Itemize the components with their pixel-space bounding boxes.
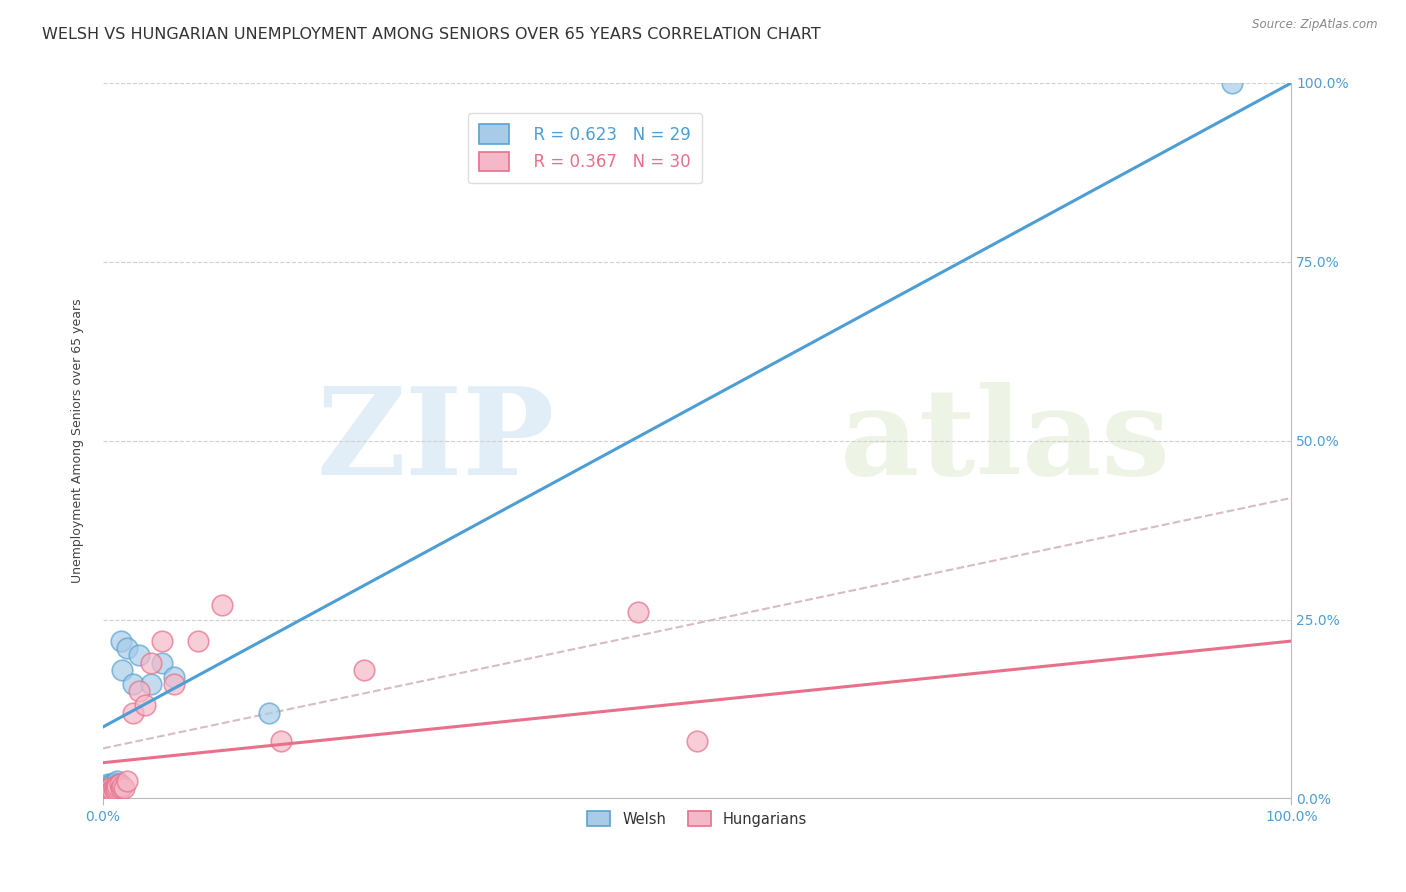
Point xyxy=(1220,76,1243,90)
Point xyxy=(270,734,292,748)
Point xyxy=(96,783,118,797)
Point xyxy=(96,786,118,800)
Point xyxy=(110,634,132,648)
Point xyxy=(97,780,120,795)
Point xyxy=(93,786,115,800)
Point xyxy=(103,780,125,795)
Point xyxy=(134,698,156,713)
Point xyxy=(104,776,127,790)
Point xyxy=(115,641,138,656)
Point xyxy=(96,786,118,800)
Point xyxy=(97,784,120,798)
Point xyxy=(111,663,134,677)
Point xyxy=(353,663,375,677)
Point xyxy=(94,784,117,798)
Point xyxy=(98,780,121,795)
Point xyxy=(97,779,120,793)
Point xyxy=(97,783,120,797)
Point xyxy=(105,773,128,788)
Point xyxy=(128,648,150,663)
Point xyxy=(259,706,281,720)
Point xyxy=(101,783,124,797)
Y-axis label: Unemployment Among Seniors over 65 years: Unemployment Among Seniors over 65 years xyxy=(72,299,84,583)
Point xyxy=(94,783,117,797)
Point xyxy=(100,784,122,798)
Point xyxy=(128,684,150,698)
Point xyxy=(104,783,127,797)
Point xyxy=(112,780,135,795)
Point xyxy=(211,599,233,613)
Point xyxy=(121,677,143,691)
Point xyxy=(100,777,122,791)
Point xyxy=(97,784,120,798)
Legend: Welsh, Hungarians: Welsh, Hungarians xyxy=(579,805,814,834)
Point xyxy=(627,606,650,620)
Point xyxy=(110,780,132,795)
Point xyxy=(152,656,174,670)
Point xyxy=(139,677,162,691)
Point xyxy=(105,777,128,791)
Point xyxy=(121,706,143,720)
Point xyxy=(163,670,186,684)
Point xyxy=(187,634,209,648)
Point xyxy=(163,677,186,691)
Text: atlas: atlas xyxy=(839,382,1170,500)
Point xyxy=(93,786,115,800)
Point xyxy=(115,773,138,788)
Point xyxy=(100,780,122,795)
Text: WELSH VS HUNGARIAN UNEMPLOYMENT AMONG SENIORS OVER 65 YEARS CORRELATION CHART: WELSH VS HUNGARIAN UNEMPLOYMENT AMONG SE… xyxy=(42,27,821,42)
Point xyxy=(105,779,128,793)
Point xyxy=(107,777,129,791)
Point xyxy=(94,784,117,798)
Text: Source: ZipAtlas.com: Source: ZipAtlas.com xyxy=(1253,18,1378,31)
Point xyxy=(101,777,124,791)
Point xyxy=(139,656,162,670)
Point xyxy=(105,780,128,795)
Point xyxy=(686,734,709,748)
Point xyxy=(152,634,174,648)
Point xyxy=(97,777,120,791)
Point xyxy=(108,777,131,791)
Point xyxy=(96,780,118,795)
Point xyxy=(103,780,125,795)
Point xyxy=(111,779,134,793)
Point xyxy=(97,783,120,797)
Point xyxy=(98,780,121,795)
Text: ZIP: ZIP xyxy=(316,382,554,500)
